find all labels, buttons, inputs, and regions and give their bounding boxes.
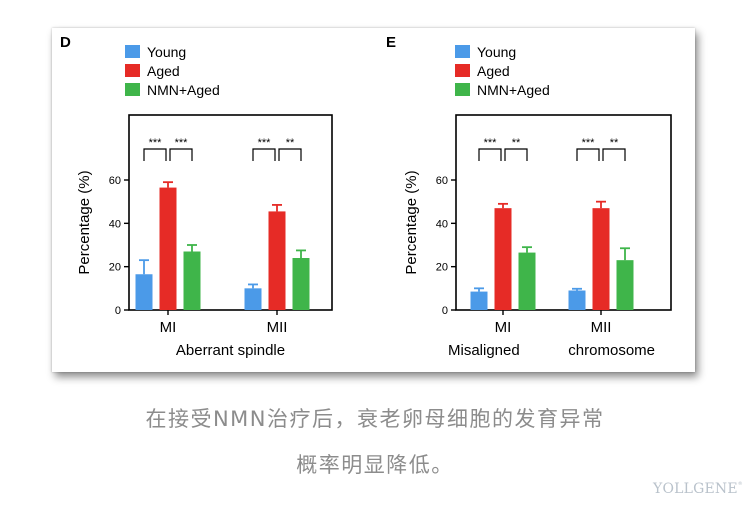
bar-young-mi [135,274,153,310]
caption-line-1: 在接受NMN治疗后，衰老卵母细胞的发育异常 [145,407,605,431]
legend-label: Young [477,44,516,60]
bar-aged-mii [592,208,610,310]
significance-marker: *** [175,137,189,149]
bar-nmn-aged-mii [616,260,634,310]
bar-aged-mi [494,208,512,310]
significance-bracket [576,148,600,161]
watermark-mark: ® [737,481,743,487]
bar-young-mii [568,290,586,310]
bar-nmn-aged-mi [518,252,536,310]
bar-nmn-aged-mi [183,251,201,310]
y-axis-label: Percentage (%) [76,170,93,274]
significance-marker: ** [512,137,521,149]
significance-marker: ** [286,137,295,149]
brand-watermark: YOLLGENE® [653,481,743,497]
legend-swatch-nmn-aged [125,83,140,96]
y-axis-label: Percentage (%) [403,170,420,274]
y-tick-label: 40 [109,218,121,230]
plot-frame [128,114,333,311]
significance-bracket [169,148,193,161]
legend-swatch-aged [125,64,140,77]
panel-label: D [60,34,71,51]
watermark-text: YOLLGENE [653,481,738,497]
y-tick-label: 20 [109,262,121,274]
caption-line-2: 概率明显降低。 [296,453,454,477]
figure-svg: D Young Aged NMN+Aged 0 20 40 60 Percentage (%) M… [60,34,672,359]
significance-marker: *** [149,137,163,149]
chart-panel-e: E Young Aged NMN+Aged 0 20 40 60 Percentage (%) M… [386,34,672,359]
legend-swatch-aged [455,64,470,77]
significance-bracket [252,148,276,161]
significance-bracket [478,148,502,161]
significance-bracket [143,148,167,161]
legend-swatch-young [125,45,140,58]
y-tick-label: 40 [436,218,448,230]
panel-label: E [386,34,396,51]
chart-panel-d: D Young Aged NMN+Aged 0 20 40 60 Percentage (%) M… [60,34,333,359]
bar-nmn-aged-mii [292,258,310,310]
plot-frame [455,114,672,311]
legend-label: NMN+Aged [147,82,220,98]
legend-swatch-nmn-aged [455,83,470,96]
legend-label: Aged [477,63,510,79]
y-tick-label: 20 [436,262,448,274]
x-axis-label-part: chromosome [568,342,655,359]
y-tick-label: 60 [436,175,448,187]
legend-label: NMN+Aged [477,82,550,98]
legend-swatch-young [455,45,470,58]
significance-marker: *** [484,137,498,149]
significance-marker: *** [582,137,596,149]
caption: 在接受NMN治疗后，衰老卵母细胞的发育异常 概率明显降低。 [0,396,750,488]
legend-label: Young [147,44,186,60]
x-tick-label: MI [160,319,177,336]
x-tick-label: MII [267,319,288,336]
bar-aged-mi [159,187,177,310]
x-axis-label: Aberrant spindle [176,342,285,359]
significance-bracket [602,148,626,161]
significance-marker: ** [610,137,619,149]
y-tick-label: 0 [442,305,448,317]
legend-label: Aged [147,63,180,79]
x-tick-label: MI [495,319,512,336]
bar-aged-mii [268,211,286,310]
significance-bracket [278,148,302,161]
bar-young-mii [244,288,262,310]
significance-marker: *** [258,137,272,149]
figure-card: D Young Aged NMN+Aged 0 20 40 60 Percentage (%) M… [52,28,695,372]
significance-bracket [504,148,528,161]
x-tick-label: MII [591,319,612,336]
y-tick-label: 0 [115,305,121,317]
y-tick-label: 60 [109,175,121,187]
bar-young-mi [470,291,488,310]
x-axis-label-part: Misaligned [448,342,520,359]
